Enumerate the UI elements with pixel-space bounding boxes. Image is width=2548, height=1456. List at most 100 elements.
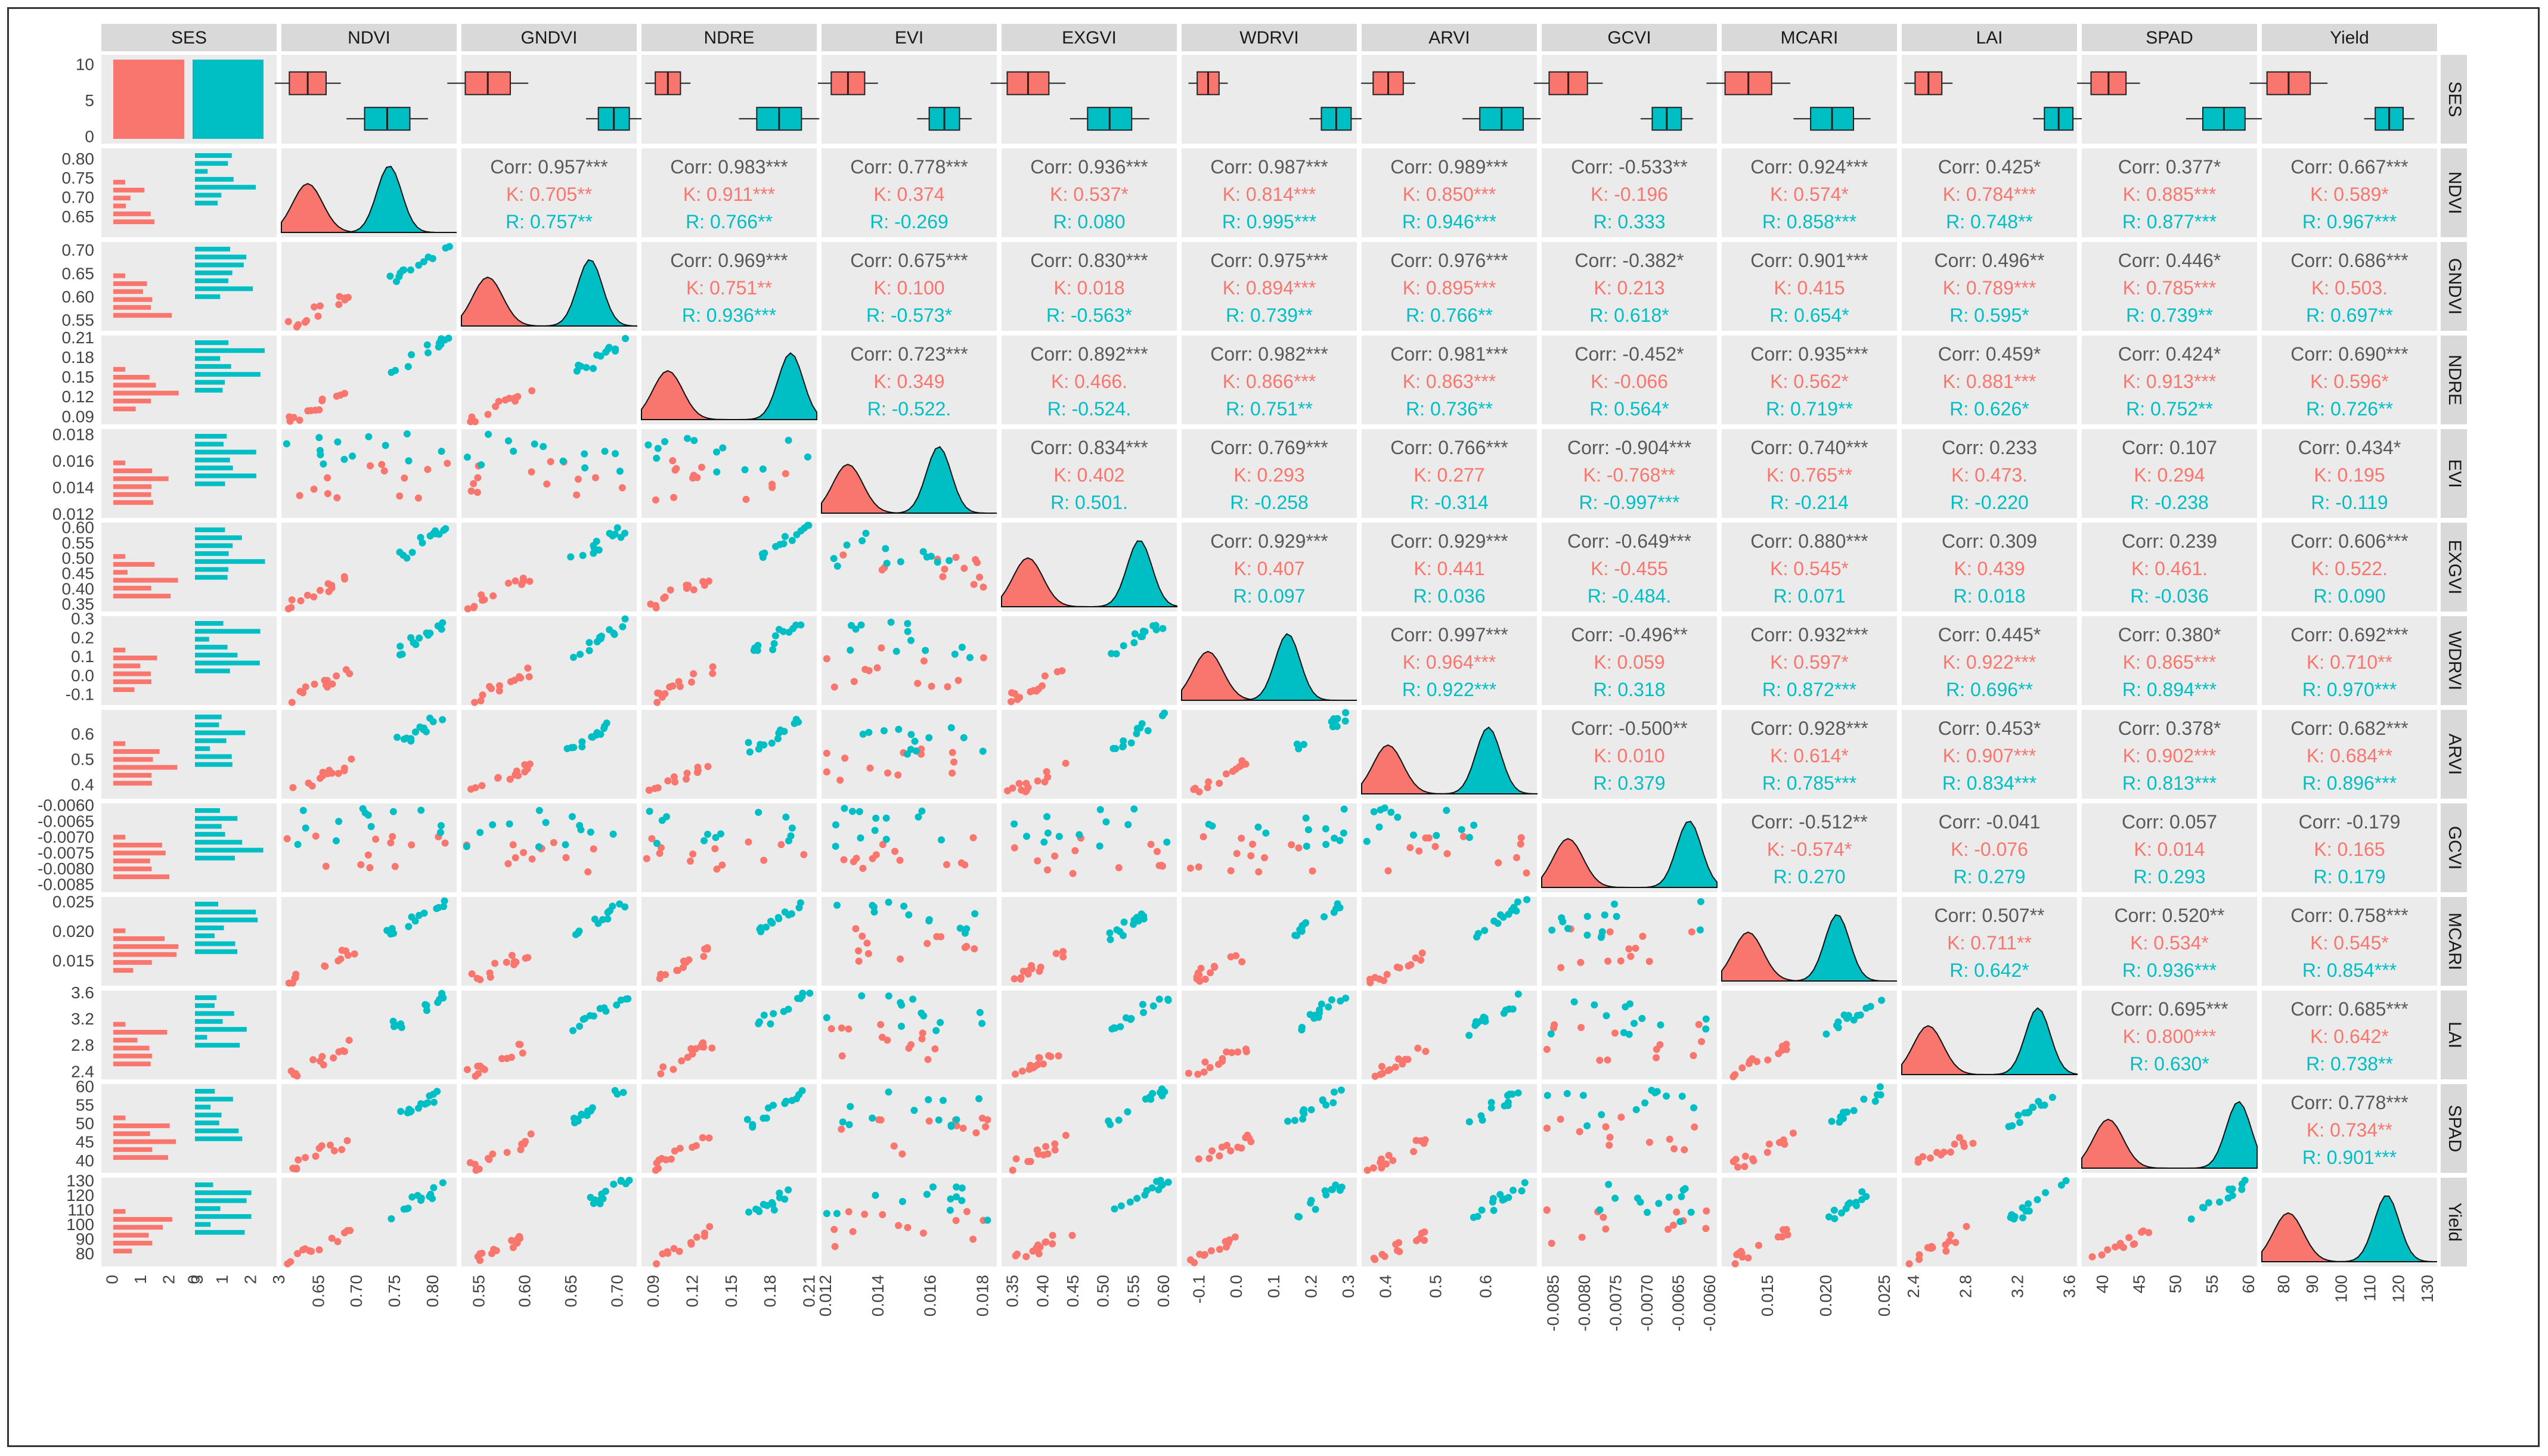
corr-R-GCVI-LAI: R: 0.279 — [1954, 866, 2026, 887]
scatter-point-R — [407, 1108, 414, 1116]
corr-overall-ARVI-GCVI: Corr: -0.500** — [1571, 718, 1688, 739]
scatter-point-K — [288, 698, 296, 706]
scatter-point-R — [1102, 818, 1110, 826]
scatter-point-K — [838, 1052, 846, 1060]
scatter-point-K — [311, 406, 319, 414]
hist-bar-K — [113, 749, 160, 754]
histogram-Yield — [101, 1178, 277, 1266]
scatter-point-K — [1924, 1244, 1932, 1252]
y-tick-WDRVI: 0.3 — [71, 610, 94, 628]
scatter-point-R — [1690, 1104, 1698, 1112]
scatter-point-K — [340, 1229, 348, 1237]
scatter-point-K — [1617, 957, 1625, 965]
corr-K-NDVI-GCVI: K: -0.196 — [1591, 184, 1668, 205]
scatter-point-K — [1010, 690, 1018, 697]
scatter-point-K — [1617, 1113, 1625, 1121]
scatter-point-K — [367, 462, 374, 470]
x-tick-EXGVI: 0.50 — [1094, 1275, 1112, 1308]
scatter-point-R — [1336, 904, 1344, 912]
scatter-point-R — [1120, 737, 1127, 745]
panel-bg — [1362, 429, 1537, 518]
hist-bar-K — [113, 1240, 153, 1246]
scatter-point-K — [1009, 1166, 1016, 1174]
scatter-point-R — [1831, 1215, 1839, 1222]
scatter-point-R — [430, 1098, 438, 1106]
scatter-point-K — [333, 494, 341, 502]
density-NDRE — [641, 336, 817, 424]
scatter-point-R — [1301, 919, 1309, 927]
strip-label-col-ARVI: ARVI — [1428, 28, 1470, 48]
scatter-point-K — [1778, 1042, 1786, 1050]
panel-bg — [281, 897, 457, 986]
hist-bar-R — [195, 442, 224, 447]
panel-bg — [1182, 242, 1357, 331]
scatter-point-R — [768, 1199, 776, 1206]
corr-overall-ARVI-Yield: Corr: 0.682*** — [2290, 718, 2408, 739]
scatter-point-K — [471, 1160, 479, 1168]
corr-overall-NDVI-NDRE: Corr: 0.983*** — [670, 156, 788, 178]
scatter-point-R — [1387, 808, 1395, 816]
scatter-point-R — [762, 1114, 770, 1122]
x-tick-GCVI: -0.0065 — [1669, 1275, 1687, 1331]
y-tick-MCARI: 0.015 — [52, 952, 94, 970]
panel-bg — [2262, 523, 2437, 611]
corr-R-EXGVI-WDRVI: R: 0.097 — [1233, 585, 1306, 607]
scatter-point-R — [1300, 741, 1307, 749]
scatter-point-R — [2238, 1180, 2246, 1188]
histogram-EVI — [101, 429, 277, 518]
scatter-point-K — [683, 585, 690, 592]
hist-bar-K — [113, 647, 126, 653]
scatter-point-K — [713, 865, 721, 873]
scatter-point-R — [315, 434, 323, 442]
x-tick-SPAD: 60 — [2239, 1275, 2258, 1293]
scatter-point-K — [1946, 1231, 1954, 1239]
corr-K-NDVI-EVI: K: 0.374 — [873, 184, 944, 205]
scatter-point-R — [1291, 932, 1299, 939]
scatter-point-K — [1666, 1135, 1673, 1143]
panel-bg — [1902, 336, 2077, 424]
scatter-point-K — [1012, 1070, 1019, 1078]
scatter-point-R — [690, 437, 698, 445]
scatter-point-K — [1042, 1238, 1050, 1246]
scatter-point-K — [643, 855, 650, 862]
scatter-point-R — [1044, 829, 1052, 837]
scatter-point-R — [1702, 1015, 1710, 1023]
scatter-point-R — [1108, 650, 1115, 657]
scatter-point-R — [958, 643, 966, 651]
scatter-point-R — [1141, 1191, 1149, 1199]
scatter-point-K — [1371, 1256, 1379, 1263]
scatter-point-R — [775, 729, 783, 737]
scatter-point-K — [1147, 840, 1155, 848]
scatter-LAI-ARVI — [1362, 990, 1537, 1080]
corr-K-GNDVI-Yield: K: 0.503. — [2311, 277, 2388, 299]
corr-K-EVI-LAI: K: 0.473. — [1951, 464, 2028, 486]
scatter-point-R — [1478, 1116, 1486, 1124]
scatter-point-K — [1523, 869, 1530, 877]
scatter-point-R — [1474, 1019, 1481, 1027]
scatter-point-K — [1625, 945, 1633, 953]
scatter-point-R — [419, 539, 426, 547]
scatter-point-R — [925, 1096, 932, 1104]
scatter-LAI-EXGVI — [1002, 991, 1177, 1079]
scatter-point-R — [415, 261, 423, 269]
hist-bar-R — [195, 161, 228, 166]
scatter-point-K — [311, 303, 318, 311]
scatter-point-K — [1606, 1134, 1614, 1141]
hist-bar-K — [113, 1061, 151, 1067]
scatter-point-K — [297, 597, 305, 604]
corr-K-GNDVI-SPAD: K: 0.785*** — [2123, 277, 2217, 299]
scatter-point-R — [1858, 1188, 1866, 1196]
hist-bar-R — [195, 465, 233, 471]
scatter-point-R — [796, 994, 804, 1002]
scatter-point-R — [1133, 729, 1140, 737]
panel-bg — [1182, 148, 1357, 237]
scatter-point-K — [864, 950, 872, 958]
scatter-point-K — [1639, 933, 1647, 940]
scatter-point-K — [464, 605, 472, 613]
scatter-point-R — [396, 548, 404, 556]
scatter-point-R — [946, 1206, 954, 1214]
scatter-point-K — [1737, 1247, 1745, 1255]
scatter-point-K — [1034, 777, 1041, 785]
strip-label-col-GCVI: GCVI — [1607, 28, 1651, 48]
hist-bar-R — [195, 933, 215, 939]
